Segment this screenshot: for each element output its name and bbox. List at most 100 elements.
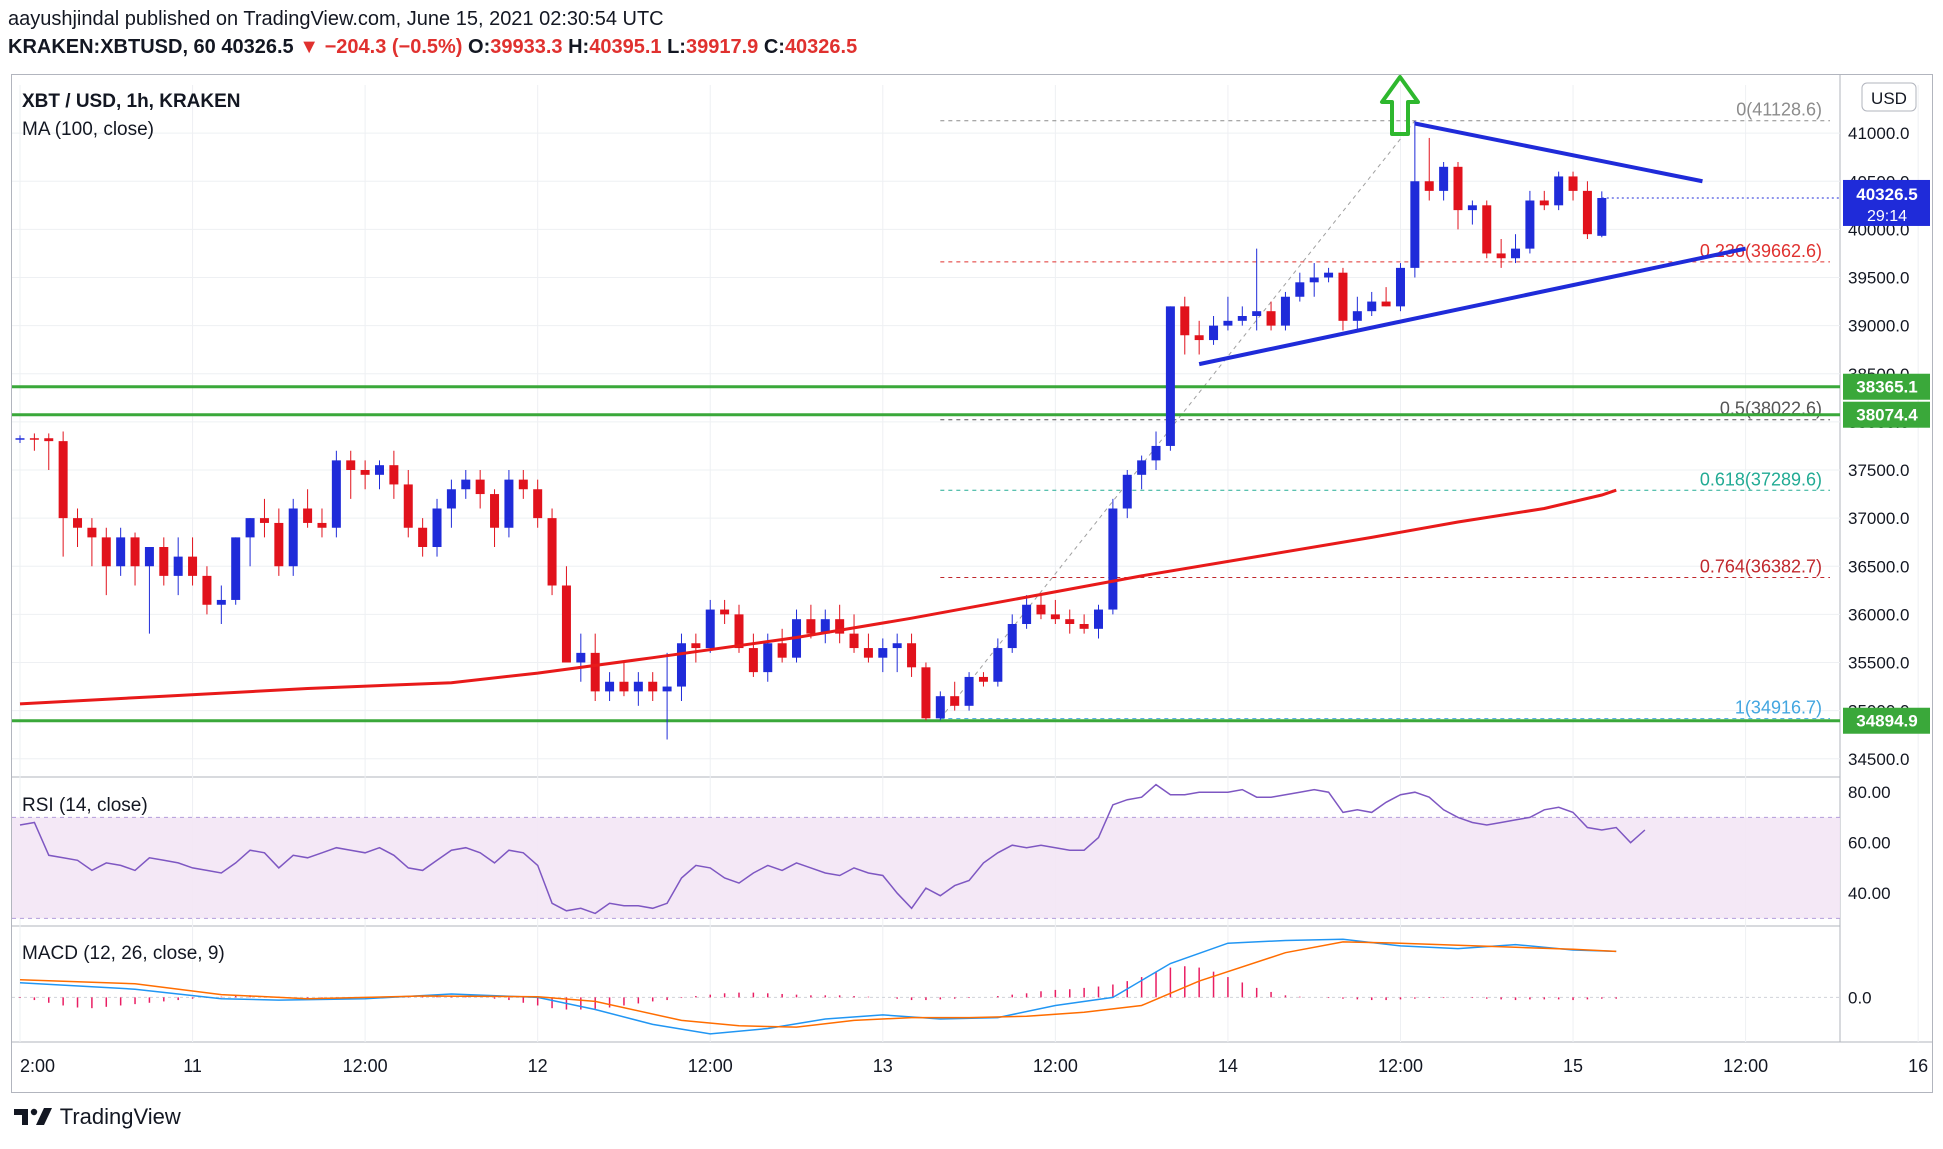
candle-up — [231, 537, 241, 600]
fib-level-label: 1(34916.7) — [1735, 698, 1822, 718]
candle-down — [1065, 619, 1075, 624]
candle-up — [288, 508, 298, 567]
time-tick-label: 12:00 — [1378, 1056, 1423, 1076]
candle-up — [1022, 604, 1032, 624]
time-tick-label: 12 — [528, 1056, 548, 1076]
candle-up — [935, 696, 945, 719]
candle-up — [605, 681, 615, 692]
candle-up — [1122, 474, 1132, 509]
candle-down — [188, 556, 198, 576]
macd-tick-label: 0.0 — [1848, 988, 1872, 1007]
candle-up — [1094, 609, 1103, 629]
high-value: 40395.1 — [589, 36, 662, 58]
chart-title: XBT / USD, 1h, KRAKEN — [22, 91, 241, 112]
trend-line-lower — [1198, 246, 1747, 367]
price-tick-label: 36000.0 — [1848, 605, 1909, 624]
candle-down — [1539, 200, 1549, 206]
candle-up — [1554, 176, 1564, 206]
candle-down — [403, 484, 413, 528]
candle-down — [1194, 335, 1204, 341]
candle-up — [1223, 320, 1233, 326]
time-tick-label: 12:00 — [1723, 1056, 1768, 1076]
footer-brand[interactable]: TradingView — [59, 1104, 181, 1129]
open-label: O: — [468, 36, 491, 58]
price-change: ▼ −204.3 (−0.5%) — [299, 36, 463, 58]
candle-up — [375, 465, 384, 475]
candle-up — [1309, 277, 1319, 283]
candle-up — [576, 652, 586, 663]
candle-up — [705, 609, 715, 649]
candle-down — [691, 643, 701, 649]
support-price-label: 38365.1 — [1856, 378, 1917, 397]
low-value: 39917.9 — [685, 36, 759, 58]
candle-down — [73, 518, 83, 528]
footer: TradingView — [14, 1104, 181, 1130]
candle-down — [418, 527, 428, 547]
candle-up — [633, 681, 643, 692]
candle-down — [1338, 272, 1348, 321]
rsi-tick-label: 60.00 — [1848, 834, 1891, 853]
rsi-tick-label: 80.00 — [1848, 783, 1891, 802]
candle-up — [1367, 301, 1377, 312]
support-price-tag — [1843, 707, 1930, 734]
candle-down — [1582, 190, 1592, 235]
candle-down — [777, 643, 787, 658]
candle-down — [849, 633, 859, 649]
candle-down — [29, 438, 39, 440]
candle-down — [835, 619, 845, 634]
candle-up — [331, 460, 341, 528]
panel-fills — [12, 816, 1840, 919]
candle-down — [44, 438, 54, 442]
high-label: H: — [568, 36, 590, 58]
macd-legend: MACD (12, 26, close, 9) — [22, 943, 225, 964]
ma100-line — [19, 488, 1617, 706]
candle-down — [360, 470, 370, 475]
candle-up — [504, 479, 514, 528]
candle-down — [720, 609, 730, 615]
ohlc-line: KRAKEN:XBTUSD, 60 40326.5 ▼ −204.3 (−0.5… — [8, 36, 857, 59]
time-tick-label: 14 — [1218, 1056, 1238, 1076]
currency-badge[interactable]: USD — [1861, 82, 1917, 112]
support-price-label: 38074.4 — [1856, 406, 1918, 425]
time-tick-label: 12:00 — [688, 1056, 733, 1076]
candle-up — [144, 547, 154, 567]
fib-level-label: 0.236(39662.6) — [1700, 241, 1822, 261]
candle-up — [432, 508, 442, 547]
candle-up — [676, 643, 686, 687]
candle-down — [518, 479, 528, 490]
candle-up — [1137, 460, 1147, 475]
candles — [15, 120, 1607, 740]
candle-up — [993, 648, 1003, 682]
candle-up — [1295, 282, 1305, 297]
candle-down — [748, 648, 758, 673]
support-price-tag — [1843, 401, 1930, 428]
candle-up — [1252, 311, 1262, 316]
candle-up — [1597, 197, 1607, 236]
candle-down — [978, 676, 988, 682]
candle-down — [1496, 253, 1506, 259]
candle-down — [1079, 624, 1089, 629]
fib-level-label: 0(41128.6) — [1736, 100, 1822, 120]
level-lines: 0(41128.6)0.236(39662.6)0.5(38022.6)0.61… — [12, 100, 1840, 723]
rsi-band — [12, 817, 1840, 919]
candle-down — [1180, 306, 1190, 336]
candle-down — [907, 643, 917, 668]
candle-down — [921, 667, 931, 719]
candle-up — [1395, 267, 1405, 307]
candle-down — [533, 489, 543, 519]
last-price: 40326.5 — [221, 36, 294, 58]
candle-down — [1036, 604, 1046, 615]
time-tick-label: 12:00 — [1033, 1056, 1078, 1076]
candle-down — [1381, 301, 1391, 307]
candle-up — [1108, 508, 1118, 610]
price-tick-label: 37000.0 — [1848, 509, 1909, 528]
candle-up — [763, 643, 773, 673]
chart-frame — [11, 74, 1933, 1093]
candle-up — [461, 479, 471, 490]
trend-lines — [1198, 121, 1747, 367]
candle-up — [878, 648, 888, 658]
candle-down — [1568, 176, 1578, 191]
legend-text: XBT / USD, 1h, KRAKEN MA (100, close) RS… — [22, 91, 241, 964]
current-price-label: 40326.5 — [1856, 185, 1917, 204]
